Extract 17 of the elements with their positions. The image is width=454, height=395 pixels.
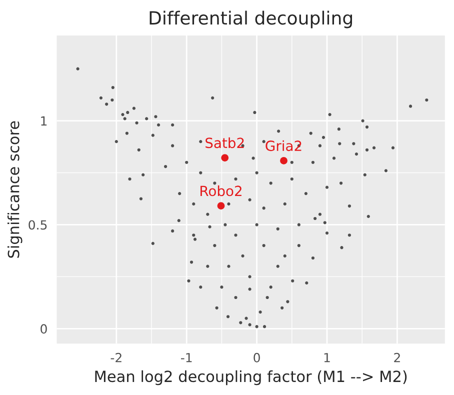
y-tick-label: 0.5: [28, 220, 47, 230]
x-tick-label: 1: [324, 353, 330, 362]
x-tick-label: -1: [180, 353, 192, 362]
x-tick-label: 2: [394, 352, 400, 362]
annotation: Robo2: [200, 185, 242, 196]
annotation: Gria2: [266, 140, 302, 152]
x-tick-label: 0: [254, 352, 260, 362]
y-axis-title: Significance score: [8, 121, 22, 258]
point: [217, 202, 225, 210]
annotation: Satb2: [206, 137, 244, 148]
point: [221, 154, 229, 162]
chart-title: Differential decoupling: [150, 10, 352, 28]
x-tick-label: -2: [110, 352, 122, 362]
y-tick-label: 0: [40, 324, 47, 334]
x-axis-title: Mean log2 decoupling factor (M1 --> M2): [95, 370, 407, 386]
point: [280, 157, 288, 164]
y-tick-label: 1: [41, 116, 47, 126]
